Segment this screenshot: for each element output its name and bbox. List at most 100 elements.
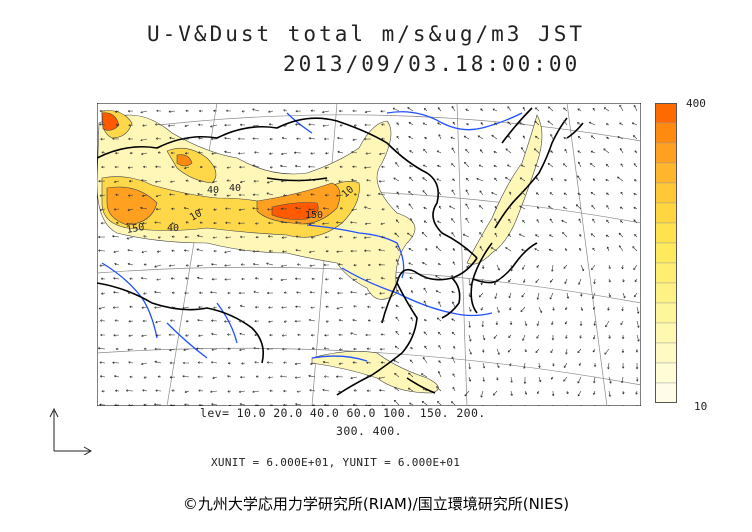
wind-arrow	[536, 264, 540, 268]
wind-arrow	[181, 137, 190, 141]
wind-arrow	[496, 362, 500, 368]
wind-arrow	[224, 404, 232, 406]
wind-arrow	[395, 330, 400, 336]
wind-arrow	[324, 193, 330, 197]
wind-arrow	[114, 403, 120, 406]
wind-arrow	[142, 165, 148, 169]
wind-arrow	[100, 277, 106, 281]
wind-arrow	[577, 175, 582, 182]
wind-arrow	[491, 134, 498, 140]
wind-arrow	[224, 150, 232, 154]
wind-arrow	[295, 305, 302, 308]
wind-arrow	[394, 373, 400, 378]
wind-arrow	[381, 165, 386, 169]
wind-arrow	[252, 164, 260, 168]
wind-arrow	[564, 148, 568, 154]
wind-arrow	[378, 180, 386, 183]
wind-arrow	[605, 163, 610, 168]
wind-arrow	[364, 166, 372, 169]
wind-arrow	[464, 390, 470, 397]
wind-arrow	[378, 192, 386, 196]
wind-arrow	[394, 345, 400, 350]
wind-arrow	[338, 109, 344, 113]
wind-arrow	[535, 177, 540, 182]
wind-arrow	[379, 292, 386, 295]
wind-arrow	[425, 247, 428, 252]
wind-arrow	[620, 191, 624, 196]
wind-arrow	[364, 236, 372, 239]
wind-arrow	[633, 179, 638, 182]
wind-arrow	[579, 334, 582, 339]
wind-arrow	[211, 361, 218, 364]
wind-arrow	[552, 306, 555, 311]
wind-arrow	[452, 178, 456, 182]
wind-arrow	[197, 192, 204, 196]
wind-arrow	[294, 362, 302, 366]
wind-arrow	[141, 362, 148, 366]
wind-arrow	[634, 150, 638, 154]
wind-arrow	[420, 373, 428, 378]
wind-arrow	[592, 306, 596, 310]
wind-arrow	[238, 390, 246, 393]
wind-arrow	[269, 277, 273, 281]
wind-arrow	[168, 333, 176, 337]
wind-arrow	[365, 152, 372, 155]
wind-arrow	[283, 320, 288, 323]
wind-arrow	[224, 136, 232, 140]
wind-arrow	[536, 320, 540, 326]
wind-arrow	[143, 347, 148, 351]
wind-arrow	[209, 124, 218, 128]
wind-arrow	[128, 361, 134, 364]
wind-arrow	[143, 235, 148, 238]
wind-arrow	[238, 248, 246, 252]
wind-arrow	[114, 375, 120, 378]
wind-arrow	[508, 292, 512, 299]
wind-arrow	[520, 164, 526, 168]
wind-arrow	[325, 320, 330, 323]
wind-arrow	[99, 109, 105, 113]
wind-arrow	[113, 277, 120, 280]
wind-arrow	[463, 135, 470, 140]
wind-arrow	[310, 236, 316, 239]
wind-arrow	[518, 233, 526, 238]
contour-levels-line1: lev= 10.0 20.0 40.0 60.0 100. 150. 200.	[200, 406, 486, 420]
wind-arrow	[436, 386, 442, 392]
wind-arrow	[395, 245, 400, 252]
wind-arrow	[211, 348, 218, 351]
wind-arrow	[468, 362, 471, 370]
wind-arrow	[409, 359, 414, 364]
wind-arrow	[280, 207, 288, 211]
wind-arrow	[336, 306, 344, 310]
wind-arrow	[171, 235, 176, 238]
wind-arrow	[579, 233, 582, 238]
wind-arrow	[339, 348, 344, 351]
wind-arrow	[324, 291, 330, 294]
wind-arrow	[113, 208, 120, 211]
wind-arrow	[632, 246, 638, 252]
wind-arrow	[141, 179, 148, 182]
wind-arrow	[197, 319, 204, 322]
wind-arrow	[423, 319, 428, 322]
wind-arrow	[129, 277, 134, 280]
wind-arrow	[211, 277, 218, 281]
wind-arrow	[210, 291, 218, 294]
wind-arrow	[183, 206, 190, 210]
wind-arrow	[99, 194, 106, 197]
wind-arrow	[564, 179, 568, 182]
wind-arrow	[408, 372, 414, 378]
wind-arrow	[282, 250, 288, 253]
wind-arrow	[126, 222, 134, 226]
wind-arrow	[266, 347, 273, 351]
wind-arrow	[409, 165, 414, 168]
wind-arrow	[465, 217, 470, 224]
wind-arrow	[452, 121, 456, 126]
wind-arrow	[227, 306, 232, 309]
wind-arrow	[325, 249, 330, 253]
wind-arrow	[380, 222, 386, 225]
wind-arrow	[157, 375, 162, 378]
wind-arrow	[366, 347, 372, 351]
wind-arrow	[380, 277, 386, 280]
wind-arrow	[143, 263, 148, 266]
wind-arrow	[213, 208, 218, 211]
wind-arrow	[423, 220, 428, 224]
